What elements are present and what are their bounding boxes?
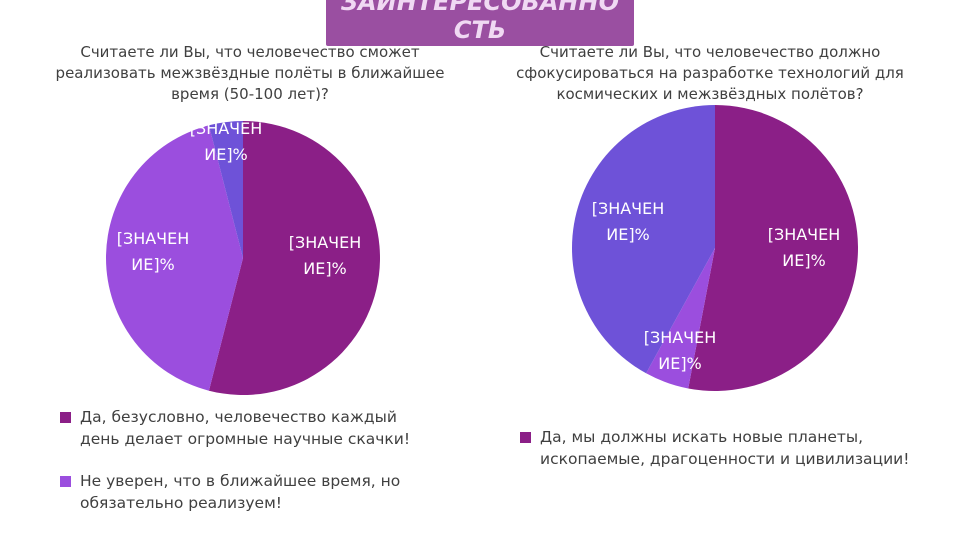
pie-data-label: [ЗНАЧЕН ИЕ]% — [190, 119, 263, 164]
pie-slice — [106, 125, 243, 391]
slide-title: ЗАИНТЕРЕСОВАННО СТЬ — [340, 0, 619, 44]
pie-data-label: [ЗНАЧЕН ИЕ]% — [768, 225, 841, 270]
legend-swatch — [60, 412, 71, 423]
pie-data-label: [ЗНАЧЕН ИЕ]% — [644, 328, 717, 373]
pie-data-label: [ЗНАЧЕН ИЕ]% — [592, 199, 665, 244]
chart-1-title: Считаете ли Вы, что человечество сможет … — [55, 43, 445, 103]
legend-label: Да, мы должны искать новые планеты, иско… — [540, 428, 910, 468]
pie-slice — [208, 121, 381, 395]
pie-slice — [572, 105, 715, 374]
legend-1: Да, безусловно, человечество каждый день… — [48, 400, 444, 522]
title-banner: ЗАИНТЕРЕСОВАННО СТЬ — [326, 0, 634, 46]
legend-swatch — [60, 476, 71, 487]
legend-label: Да, безусловно, человечество каждый день… — [80, 408, 411, 448]
legend-swatch — [520, 432, 531, 443]
legend-item: Да, мы должны искать новые планеты, иско… — [518, 426, 912, 470]
legend-item: Да, безусловно, человечество каждый день… — [58, 406, 436, 450]
legend-2: Да, мы должны искать новые планеты, иско… — [508, 402, 920, 522]
pie-slice — [208, 121, 243, 258]
pie-slice — [688, 105, 858, 391]
pie-slice — [646, 248, 715, 389]
chart-2-title: Считаете ли Вы, что человечество должно … — [516, 43, 904, 103]
pie-chart-2: [ЗНАЧЕН ИЕ]% [ЗНАЧЕН ИЕ]% [ЗНАЧЕН ИЕ]% — [572, 105, 858, 391]
legend-item: Не уверен, что в ближайшее время, но обя… — [58, 470, 436, 514]
legend-label: Не уверен, что в ближайшее время, но обя… — [80, 472, 401, 512]
pie-data-label: [ЗНАЧЕН ИЕ]% — [289, 233, 362, 278]
pie-chart-1: [ЗНАЧЕН ИЕ]% [ЗНАЧЕН ИЕ]% [ЗНАЧЕН ИЕ]% — [106, 119, 381, 395]
pie-data-label: [ЗНАЧЕН ИЕ]% — [117, 229, 190, 274]
